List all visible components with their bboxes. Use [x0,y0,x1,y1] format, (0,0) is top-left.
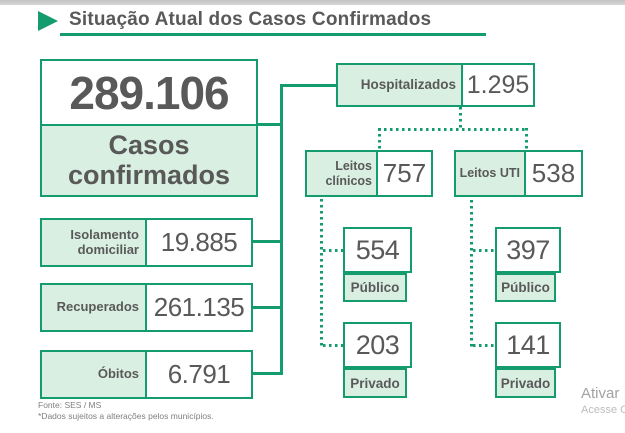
recovered-box: Recuperados 261.135 [40,283,253,332]
icu-private-label: Privado [495,368,556,398]
icu-public-label: Público [495,273,556,302]
dotted-to-icu-beds [525,128,528,150]
title-underline [60,33,486,36]
dotted-hospitalized-down [459,107,462,128]
connector-to-recovered [252,306,282,309]
clinical-public-value: 554 [343,227,412,273]
recovered-label: Recuperados [42,285,147,330]
home-isolation-box: Isolamento domiciliar 19.885 [40,218,253,267]
home-isolation-label: Isolamento domiciliar [42,220,147,265]
hospitalized-label: Hospitalizados [338,65,463,105]
clinical-private-value: 203 [343,322,412,368]
disclaimer-note: *Dados sujeitos a alterações pelos munic… [38,411,214,421]
confirmed-cases-box: 289.106 Casos confirmados [40,59,258,197]
dotted-clinical-trunk [320,199,323,347]
dotted-icu-trunk [470,200,473,347]
hospitalized-value: 1.295 [466,70,530,99]
icu-beds-label: Leitos UTI [456,152,526,195]
clinical-public-label: Público [343,273,407,302]
dotted-to-icu-public [473,249,495,252]
clinical-beds-label: Leitos clínicos [307,152,378,195]
deaths-box: Óbitos 6.791 [40,350,253,399]
hospitalized-box: Hospitalizados 1.295 [336,63,535,107]
page-title: Situação Atual dos Casos Confirmados [69,9,432,30]
clinical-beds-box: Leitos clínicos 757 [305,150,433,197]
dotted-to-clinical-private [323,344,343,347]
icu-beds-box: Leitos UTI 538 [454,150,583,197]
confirmed-cases-label: Casos confirmados [42,124,256,195]
home-isolation-value: 19.885 [160,227,238,257]
activation-watermark-line1: Ativar [581,385,620,402]
connector-to-deaths [252,372,282,375]
dotted-to-clinical-public [323,249,343,252]
window-top-edge [0,0,625,5]
confirmed-cases-value: 289.106 [69,66,229,119]
deaths-value: 6.791 [167,359,231,389]
connector-to-hospitalized [281,84,336,87]
title-pointer-icon [38,11,58,31]
clinical-beds-value: 757 [382,158,427,188]
dotted-to-icu-private [473,344,495,347]
connector-from-summary [257,123,282,126]
connector-to-isolation [252,240,282,243]
dotted-beds-branch [378,128,527,131]
recovered-value: 261.135 [153,292,245,322]
clinical-private-label: Privado [343,368,407,398]
activation-watermark-line2: Acesse C [581,404,625,416]
source-note: Fonte: SES / MS [38,400,102,410]
icu-beds-value: 538 [531,158,576,188]
connector-trunk [280,84,283,375]
deaths-label: Óbitos [42,352,147,397]
dotted-to-clinical-beds [378,128,381,150]
icu-private-value: 141 [495,322,561,368]
icu-public-value: 397 [495,227,561,273]
